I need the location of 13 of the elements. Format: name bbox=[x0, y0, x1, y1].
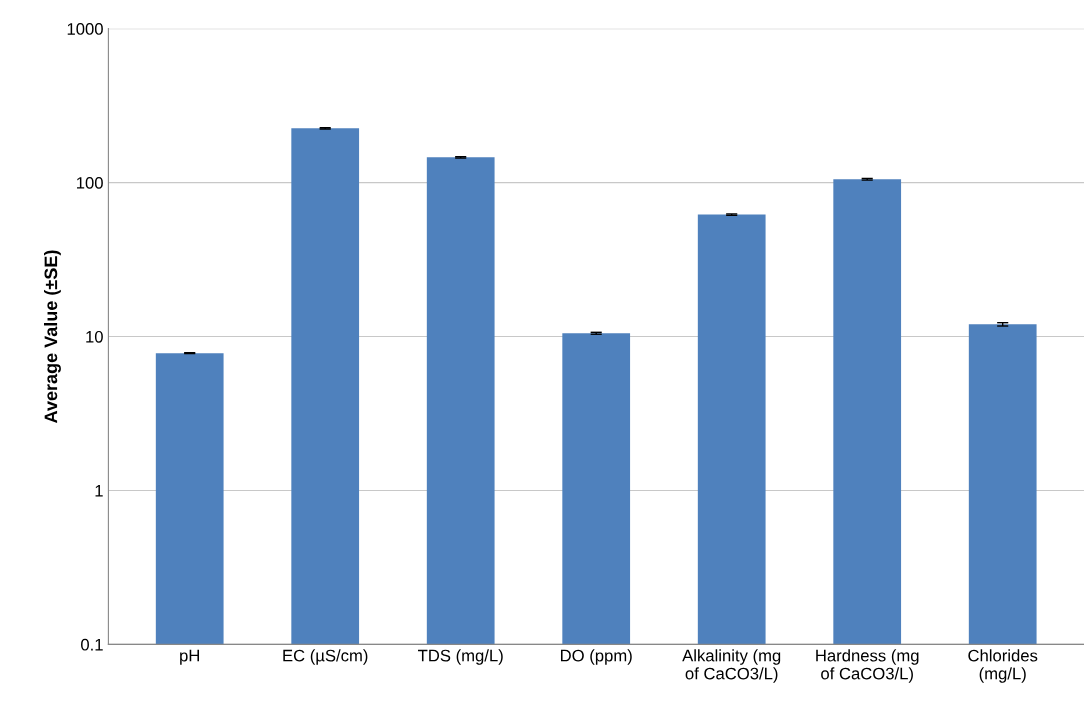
x-tick-label: pH bbox=[180, 649, 199, 665]
y-tick-label: 0.1 bbox=[81, 638, 103, 651]
x-tick-label: TDS (mg/L) bbox=[418, 649, 503, 665]
x-tick-label: DO (ppm) bbox=[560, 649, 632, 665]
y-axis-title: Average Value (±SE) bbox=[44, 250, 61, 423]
y-tick-label: 100 bbox=[77, 176, 103, 189]
x-tick-label: Hardness (mg of CaCO3/L) bbox=[816, 649, 919, 683]
y-tick-label: 1 bbox=[95, 485, 103, 497]
x-tick-label: EC (µS/cm) bbox=[283, 649, 368, 665]
y-tick-label: 10 bbox=[86, 330, 103, 343]
y-tick-label: 1000 bbox=[67, 23, 103, 35]
x-tick-label: Alkalinity (mg of CaCO3/L) bbox=[682, 649, 781, 683]
x-tick-label: Chlorides (mg/L) bbox=[968, 649, 1038, 683]
